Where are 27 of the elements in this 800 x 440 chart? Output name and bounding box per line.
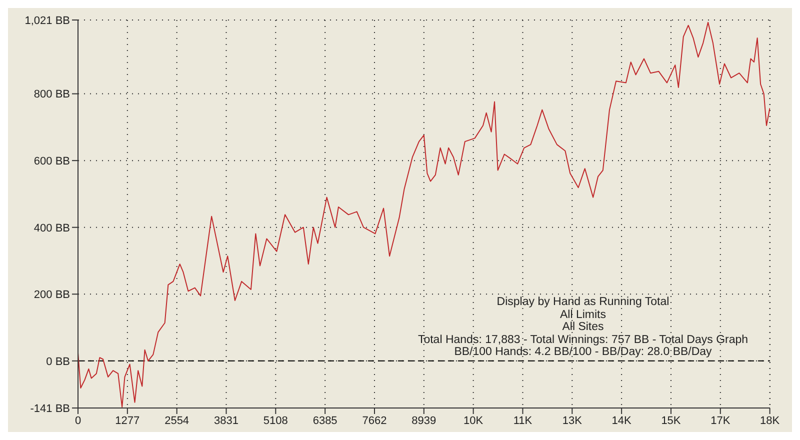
y-tick-label: 0 BB — [46, 356, 70, 368]
x-tick-label: 0 — [74, 414, 82, 427]
x-tick-label: 17K — [710, 414, 731, 427]
x-tick-label: 2554 — [164, 414, 190, 427]
annotation: Total Hands: 17,883 - Total Winnings: 757 BB - Total Days Graph — [416, 334, 750, 346]
y-tick-label: 400 BB — [34, 222, 70, 234]
annotation: Display by Hand as Running Total — [496, 296, 670, 308]
x-tick-label: 11K — [513, 414, 533, 427]
x-tick-label: 1277 — [115, 414, 140, 427]
x-tick-label: 10K — [464, 414, 484, 427]
annotation: All Sites — [561, 321, 605, 334]
x-tick-label: 18K — [760, 414, 780, 427]
x-tick-label: 8939 — [412, 414, 436, 427]
x-tick-label: 6385 — [312, 414, 338, 427]
x-tick-label: 7662 — [362, 414, 387, 427]
x-tick-label: 13K — [562, 414, 583, 427]
x-tick-label: 5108 — [263, 414, 288, 427]
x-tick-label: 14K — [612, 414, 632, 427]
y-tick-label: 1,021 BB — [24, 14, 70, 27]
annotation: BB/100 Hands: 4.2 BB/100 - BB/Day: 28.0 BB/Day — [453, 346, 713, 358]
x-tick-label: 3831 — [214, 414, 238, 427]
y-tick-label: 800 BB — [34, 88, 70, 101]
y-tick-label: -141 BB — [30, 402, 70, 415]
annotation: All Limits — [558, 308, 607, 321]
y-tick-label: 200 BB — [34, 289, 70, 302]
x-tick-label: 15K — [661, 414, 682, 427]
y-tick-label: 600 BB — [34, 155, 70, 168]
